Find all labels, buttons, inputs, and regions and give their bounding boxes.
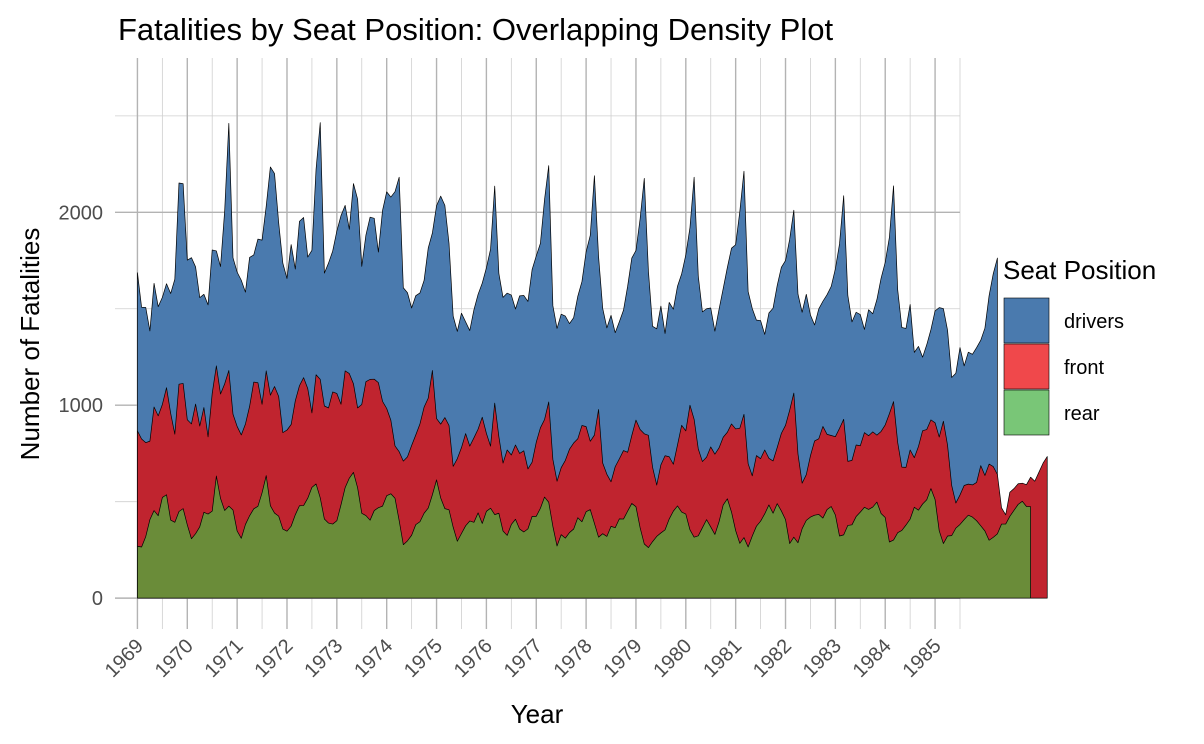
legend-label-rear: rear	[1064, 403, 1100, 425]
area-rear	[137, 472, 1031, 599]
x-tick-label: 1984	[849, 635, 896, 682]
x-tick-label: 1985	[899, 635, 946, 682]
legend-swatch-drivers	[1003, 297, 1050, 344]
x-tick-label: 1976	[450, 635, 497, 682]
y-axis-ticks: 0 1000 2000	[59, 202, 104, 610]
x-tick-label: 1981	[699, 635, 746, 682]
legend-swatch-rear	[1003, 389, 1050, 436]
y-tick-label: 1000	[59, 395, 104, 417]
y-axis-title: Number of Fatalities	[15, 228, 45, 461]
x-tick-label: 1978	[550, 635, 597, 682]
legend-title: Seat Position	[1003, 255, 1156, 285]
x-tick-label: 1977	[500, 635, 547, 682]
x-tick-label: 1983	[799, 635, 846, 682]
x-tick-label: 1979	[600, 635, 647, 682]
x-tick-label: 1970	[151, 635, 198, 682]
x-tick-label: 1975	[400, 635, 447, 682]
x-axis-title: Year	[511, 699, 564, 729]
y-tick-label: 2000	[59, 202, 104, 224]
x-tick-label: 1974	[350, 635, 397, 682]
x-axis-ticks: 1969 1970 1971 1972 1973 1974 1975 1976 1977 1978…	[101, 635, 946, 682]
x-tick-label: 1980	[649, 635, 696, 682]
legend-label-drivers: drivers	[1064, 311, 1124, 333]
x-tick-label: 1982	[749, 635, 796, 682]
y-tick-label: 0	[92, 588, 103, 610]
legend: Seat Position drivers front rear	[1003, 255, 1156, 436]
x-tick-label: 1973	[300, 635, 347, 682]
x-tick-label: 1971	[201, 635, 248, 682]
x-tick-label: 1969	[101, 635, 148, 682]
legend-swatch-front	[1003, 343, 1050, 390]
chart-title: Fatalities by Seat Position: Overlapping…	[118, 12, 833, 47]
legend-label-front: front	[1064, 357, 1104, 379]
x-tick-label: 1972	[251, 635, 298, 682]
plot-areas	[137, 122, 1048, 599]
